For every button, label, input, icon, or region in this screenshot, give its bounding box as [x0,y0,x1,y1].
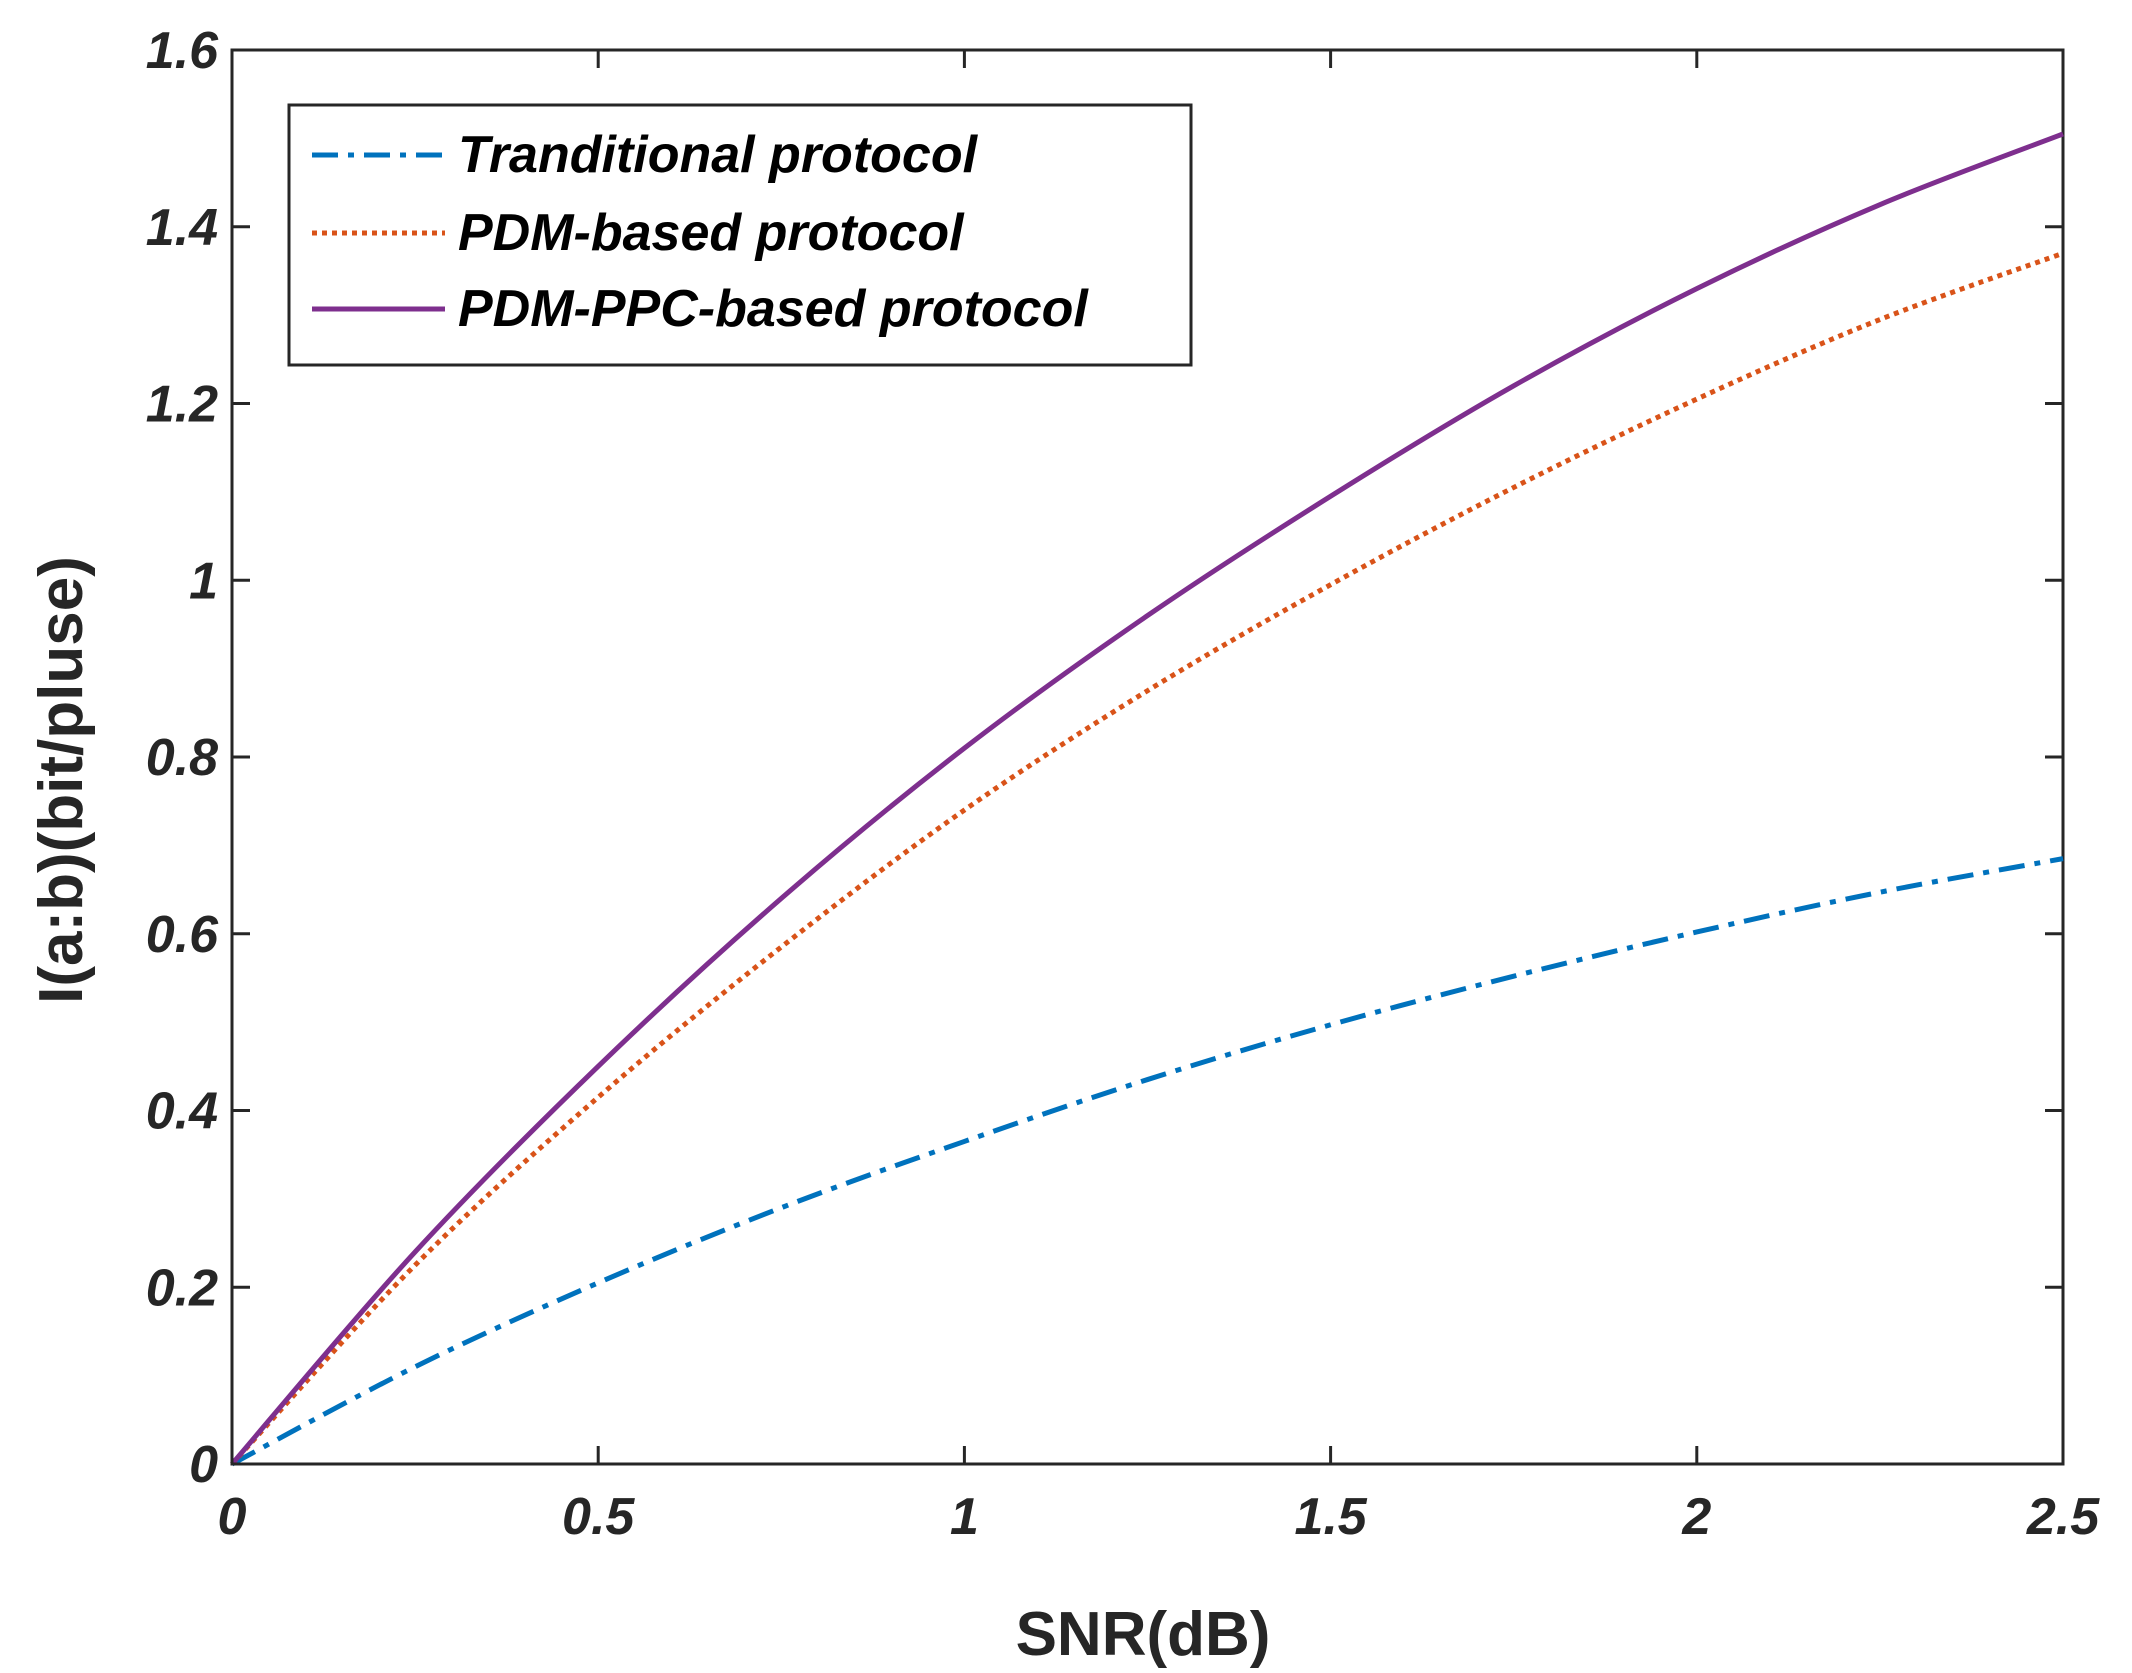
x-tick-label: 1.5 [1294,1488,1367,1546]
legend: Tranditional protocol PDM-based protocol… [287,103,1193,367]
legend-entry-pdm-ppc: PDM-PPC-based protocol [312,280,1089,338]
x-tick-label: 1 [950,1488,979,1546]
series-layer [230,131,2064,1467]
x-tick-label: 0.5 [562,1488,635,1546]
ticks-layer: 0 0.5 1 1.5 2 2.5 0 0.2 0.4 0.6 0.8 1 1.2 1.4 1.6 [146,22,2101,1546]
y-tick-label: 1.4 [146,199,218,257]
legend-label-pdm: PDM-based protocol [458,204,965,262]
y-tick-label: 0.4 [146,1083,218,1141]
x-tick-label: 2.5 [2026,1488,2100,1546]
x-tick-label: 0 [218,1488,247,1546]
legend-box [287,103,1193,367]
legend-entry-tranditional: Tranditional protocol [312,126,979,184]
legend-label-tranditional: Tranditional protocol [458,126,979,184]
y-tick-label: 0.2 [146,1259,218,1317]
series-line-0 [230,856,2064,1467]
y-tick-label: 0.8 [146,729,218,787]
y-tick-label: 0 [189,1436,218,1494]
series-line-1 [230,250,2064,1466]
x-tick-label: 2 [1681,1488,1711,1546]
legend-entry-pdm: PDM-based protocol [312,204,965,262]
x-axis-label: SNR(dB) [1016,1600,1271,1669]
series-line-2 [230,131,2064,1466]
y-tick-label: 1.2 [146,376,218,434]
legend-label-pdm-ppc: PDM-PPC-based protocol [458,280,1089,338]
y-tick-label: 0.6 [146,906,219,964]
y-tick-label: 1 [189,552,218,610]
y-axis-label: I(a:b)(bit/pluse) [27,556,96,1004]
y-tick-label: 1.6 [146,22,219,80]
